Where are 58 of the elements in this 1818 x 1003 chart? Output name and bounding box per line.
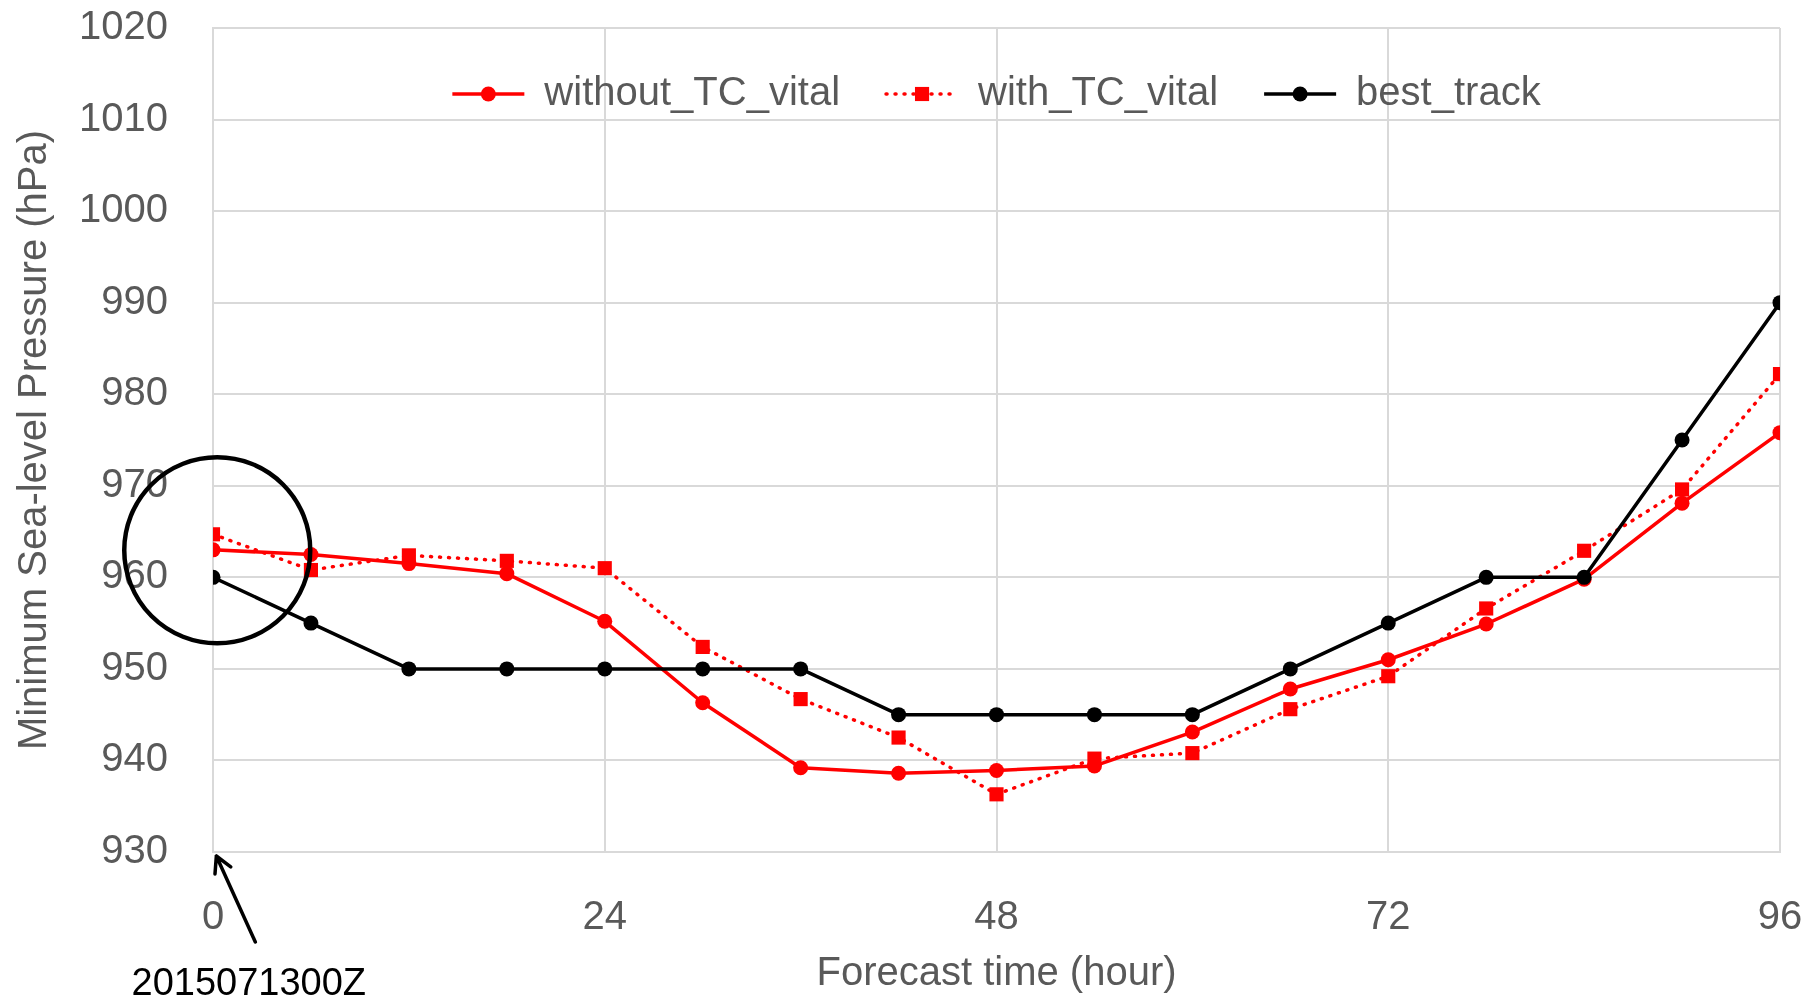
point — [1577, 543, 1592, 558]
y-tick-label: 1020 — [79, 3, 168, 48]
y-tick-label: 980 — [101, 369, 168, 414]
point — [1478, 569, 1494, 585]
point — [793, 692, 808, 707]
x-axis-title: Forecast time (hour) — [816, 949, 1177, 994]
y-tick-label: 1010 — [79, 94, 168, 139]
point — [1478, 616, 1494, 632]
y-tick-label: 1000 — [79, 186, 168, 231]
y-tick-label: 930 — [101, 827, 168, 872]
point — [499, 553, 514, 568]
point — [695, 695, 711, 711]
point — [1282, 681, 1298, 697]
point — [401, 661, 417, 677]
x-tick-label: 24 — [582, 893, 627, 938]
point — [1184, 724, 1200, 740]
point — [891, 765, 907, 781]
point — [1380, 652, 1396, 668]
point — [695, 661, 711, 677]
point — [891, 707, 907, 723]
legend-label: with_TC_vital — [977, 69, 1219, 114]
point — [597, 661, 613, 677]
y-axis-title: Minimum Sea-level Pressure (hPa) — [10, 129, 55, 751]
legend-label: without_TC_vital — [543, 69, 841, 114]
point — [1479, 601, 1494, 616]
x-tick-label: 48 — [974, 893, 1019, 938]
point — [1674, 495, 1690, 511]
point — [1185, 746, 1200, 761]
point — [1674, 482, 1690, 497]
point — [891, 730, 906, 745]
x-tick-label: 0 — [201, 893, 225, 938]
point — [1086, 707, 1102, 723]
point — [597, 613, 613, 629]
legend-label: best_track — [1356, 69, 1542, 114]
point — [499, 566, 515, 582]
point — [989, 787, 1004, 802]
point — [499, 661, 515, 677]
y-tick-label: 940 — [101, 735, 168, 780]
point — [597, 561, 612, 576]
point — [989, 707, 1004, 723]
point — [303, 615, 319, 631]
point — [1674, 432, 1690, 448]
point — [1282, 661, 1298, 677]
point — [1184, 707, 1200, 723]
point — [793, 760, 809, 776]
y-tick-label: 990 — [101, 277, 168, 322]
point — [793, 661, 809, 677]
x-tick-label: 96 — [1757, 893, 1803, 938]
point — [1381, 669, 1396, 684]
point — [1380, 615, 1396, 631]
point — [1283, 702, 1298, 717]
point — [695, 639, 710, 654]
point — [989, 763, 1004, 779]
text: 2015071300Z — [131, 961, 367, 1003]
x-tick-label: 72 — [1366, 893, 1411, 938]
point — [401, 548, 416, 563]
y-tick-label: 950 — [101, 643, 168, 688]
point — [1087, 751, 1102, 766]
